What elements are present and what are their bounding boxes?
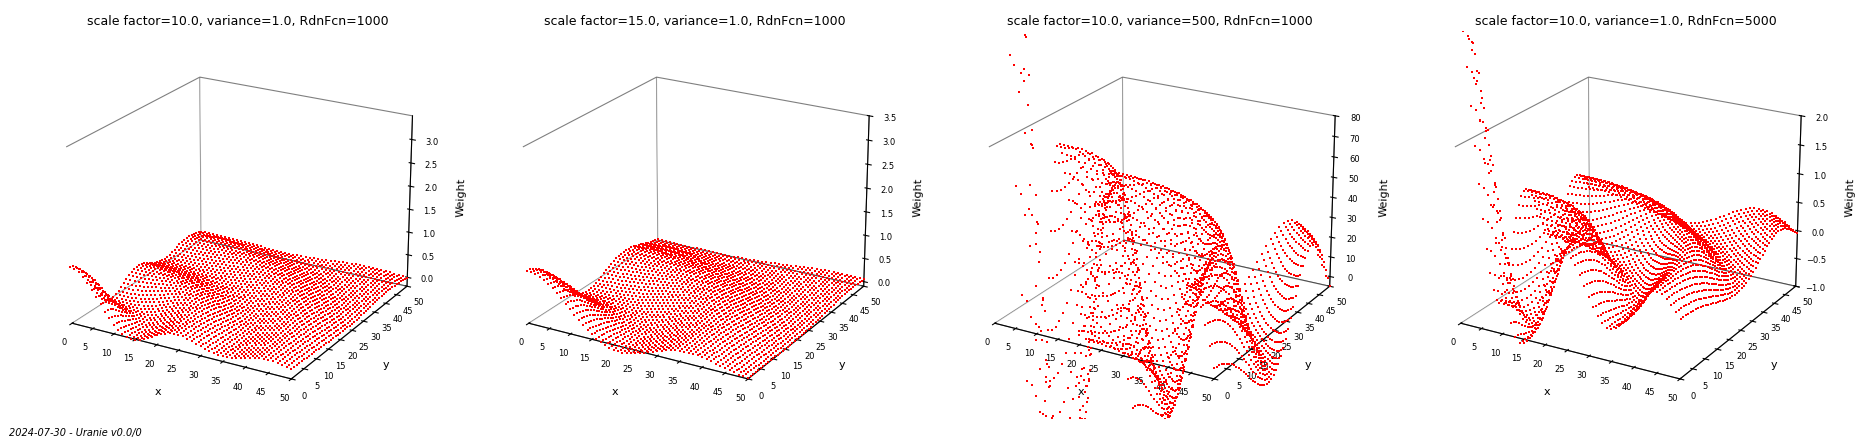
X-axis label: x: x [1543, 387, 1551, 397]
Title: scale factor=10.0, variance=1.0, RdnFcn=5000: scale factor=10.0, variance=1.0, RdnFcn=… [1476, 15, 1776, 28]
Title: scale factor=15.0, variance=1.0, RdnFcn=1000: scale factor=15.0, variance=1.0, RdnFcn=… [544, 15, 844, 28]
X-axis label: x: x [155, 387, 162, 397]
Y-axis label: y: y [382, 359, 390, 370]
Y-axis label: y: y [1771, 359, 1778, 370]
Text: 2024-07-30 - Uranie v0.0/0: 2024-07-30 - Uranie v0.0/0 [9, 428, 142, 438]
Y-axis label: y: y [839, 359, 846, 370]
Y-axis label: y: y [1305, 359, 1312, 370]
Title: scale factor=10.0, variance=1.0, RdnFcn=1000: scale factor=10.0, variance=1.0, RdnFcn=… [88, 15, 388, 28]
X-axis label: x: x [611, 387, 619, 397]
Title: scale factor=10.0, variance=500, RdnFcn=1000: scale factor=10.0, variance=500, RdnFcn=… [1007, 15, 1314, 28]
X-axis label: x: x [1077, 387, 1085, 397]
